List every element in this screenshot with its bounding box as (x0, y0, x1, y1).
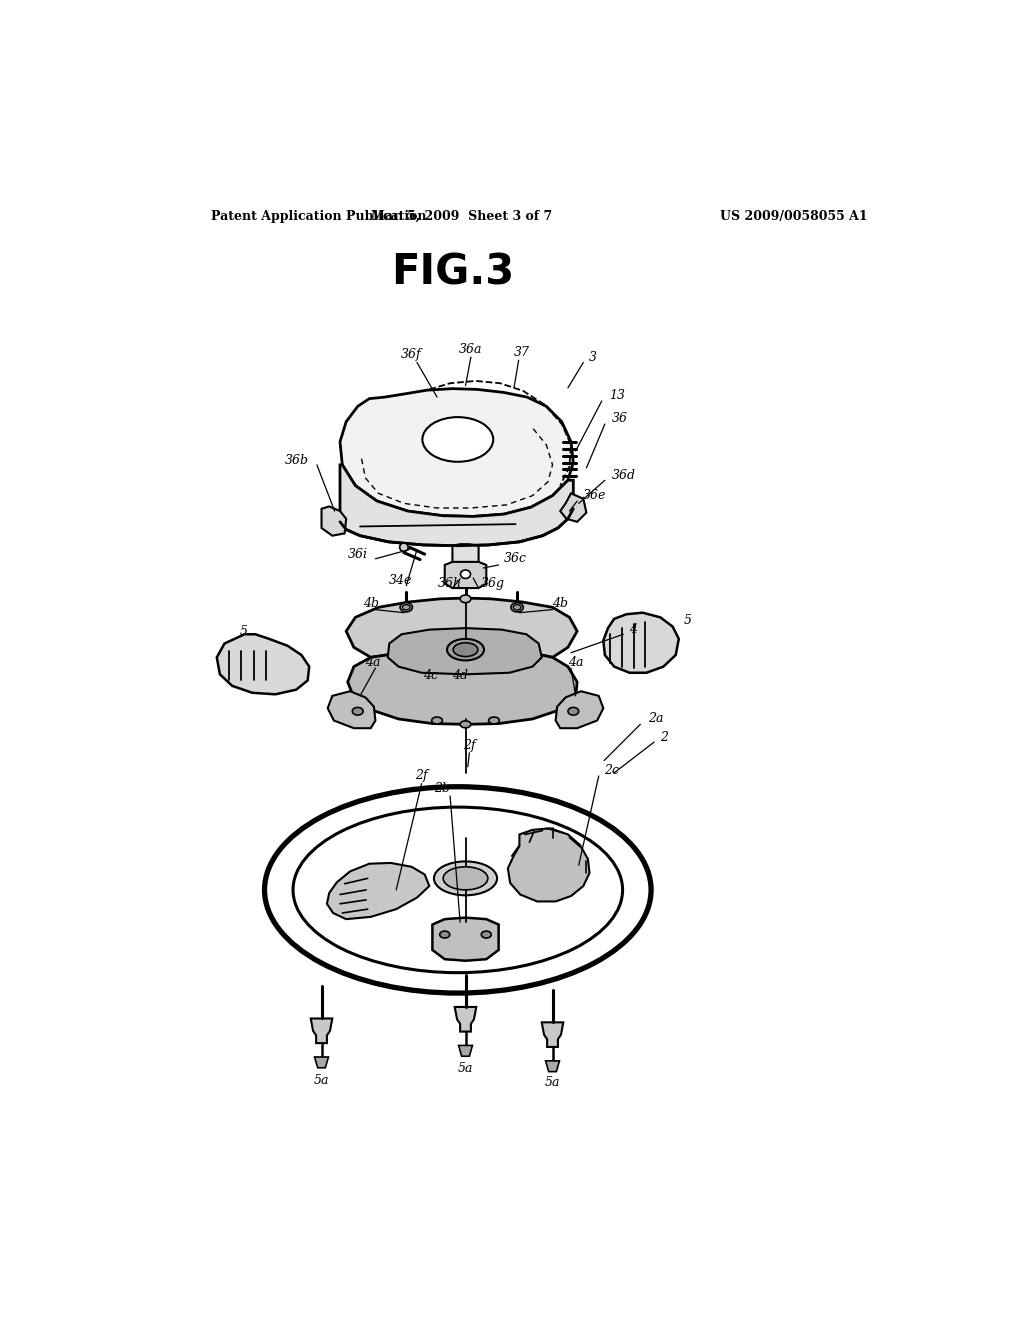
Ellipse shape (400, 603, 413, 612)
Polygon shape (453, 544, 478, 585)
Text: 13: 13 (609, 389, 626, 403)
Ellipse shape (443, 867, 487, 890)
Ellipse shape (568, 708, 579, 715)
Text: 4a: 4a (366, 656, 381, 669)
Ellipse shape (460, 721, 471, 727)
Polygon shape (455, 1007, 476, 1032)
Polygon shape (603, 612, 679, 673)
Text: 36c: 36c (504, 552, 527, 565)
Polygon shape (348, 647, 578, 725)
Text: 5a: 5a (545, 1076, 560, 1089)
Ellipse shape (481, 931, 492, 939)
Text: 2a: 2a (648, 713, 664, 726)
Text: 36d: 36d (611, 469, 636, 482)
Polygon shape (327, 863, 429, 919)
Ellipse shape (513, 605, 521, 610)
Text: 2b: 2b (434, 781, 451, 795)
Ellipse shape (447, 639, 484, 660)
Ellipse shape (511, 603, 523, 612)
Text: 37: 37 (514, 346, 529, 359)
Text: 36f: 36f (401, 348, 422, 362)
Text: 5: 5 (240, 626, 248, 639)
Text: US 2009/0058055 A1: US 2009/0058055 A1 (720, 210, 867, 223)
Text: 36h: 36h (438, 577, 462, 590)
Polygon shape (346, 598, 578, 657)
Polygon shape (388, 628, 542, 675)
Polygon shape (459, 1045, 472, 1056)
Text: 2f: 2f (416, 770, 428, 783)
Ellipse shape (293, 807, 623, 973)
Text: 36b: 36b (286, 454, 309, 467)
Ellipse shape (439, 931, 450, 939)
Polygon shape (546, 1061, 559, 1072)
Polygon shape (556, 692, 603, 729)
Ellipse shape (352, 708, 364, 715)
Polygon shape (340, 388, 573, 516)
Ellipse shape (460, 595, 471, 603)
Ellipse shape (461, 570, 470, 578)
Ellipse shape (488, 717, 500, 723)
Text: 4c: 4c (423, 669, 438, 682)
Polygon shape (508, 829, 590, 902)
Text: 4d: 4d (453, 669, 468, 682)
Text: 2: 2 (660, 731, 669, 744)
Text: 5: 5 (683, 614, 691, 627)
Polygon shape (340, 465, 573, 545)
Text: 36e: 36e (584, 490, 606, 502)
Text: 36i: 36i (348, 548, 368, 561)
Text: 3: 3 (589, 351, 597, 363)
Polygon shape (560, 494, 587, 521)
Text: 5a: 5a (313, 1074, 330, 1088)
Text: Mar. 5, 2009  Sheet 3 of 7: Mar. 5, 2009 Sheet 3 of 7 (371, 210, 552, 223)
Text: 4b: 4b (552, 597, 568, 610)
Polygon shape (314, 1057, 329, 1068)
Polygon shape (322, 507, 346, 536)
Text: 4: 4 (630, 623, 638, 636)
Text: 5a: 5a (458, 1063, 473, 1074)
Polygon shape (432, 917, 499, 961)
Text: 2f: 2f (463, 739, 476, 751)
Text: 36a: 36a (459, 343, 482, 356)
Text: 4b: 4b (362, 597, 379, 610)
Text: Patent Application Publication: Patent Application Publication (211, 210, 427, 223)
Ellipse shape (402, 605, 410, 610)
Text: 34e: 34e (388, 574, 412, 587)
Text: 2c: 2c (604, 764, 620, 777)
Polygon shape (310, 1019, 333, 1043)
Ellipse shape (422, 417, 494, 462)
Polygon shape (542, 1022, 563, 1047)
Ellipse shape (399, 543, 409, 552)
Polygon shape (444, 562, 486, 589)
Text: 4a: 4a (568, 656, 584, 669)
Ellipse shape (432, 717, 442, 723)
Polygon shape (217, 635, 309, 694)
Text: 36: 36 (611, 412, 628, 425)
Ellipse shape (434, 862, 497, 895)
Ellipse shape (454, 643, 478, 656)
Text: 36g: 36g (481, 577, 505, 590)
Polygon shape (328, 692, 376, 729)
Text: FIG.3: FIG.3 (391, 251, 514, 293)
